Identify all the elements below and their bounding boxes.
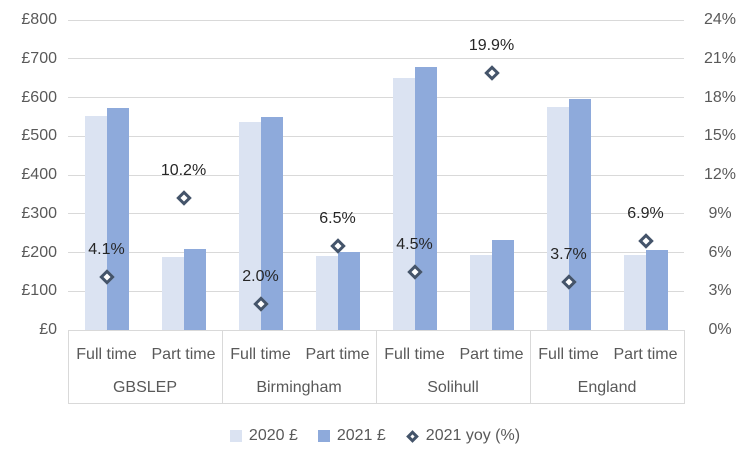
yoy-data-label: 4.5% [396,235,433,253]
secondary-axis-tick-label: 12% [703,166,737,183]
group-label: Solihull [427,379,479,396]
gridline [68,174,684,176]
bar-2020 [238,121,261,330]
subcategory-label: Part time [305,346,370,363]
subcategory-label: Full time [230,346,291,363]
gridline [68,19,684,21]
secondary-axis-tick-label: 9% [708,204,732,222]
y-axis-tick-label: £100 [21,282,57,300]
subcategory-label: Part time [459,346,524,363]
legend-swatch-2020-icon [229,430,242,442]
y-axis-tick-label: £200 [21,243,57,261]
secondary-axis-tick-label: 24% [703,11,737,28]
bar-2021 [260,117,283,330]
yoy-data-label: 10.2% [160,162,207,180]
legend-swatch-yoy-diamond-icon [405,429,419,443]
bar-2021 [645,249,668,330]
category-divider [376,330,377,403]
gridline [68,97,684,98]
legend-label-2021: 2021 £ [336,427,386,444]
yoy-marker-diamond-icon [637,233,654,249]
legend: 2020 £ 2021 £ 2021 yoy (%) [0,426,750,446]
category-divider [530,330,531,403]
y-axis-tick-label: £800 [21,11,57,28]
y-axis-tick-label: £500 [21,127,57,145]
bar-2021 [568,98,591,330]
subcategory-label: Full time [76,346,137,363]
legend-item-yoy: 2021 yoy (%) [405,427,521,445]
yoy-data-label: 4.1% [88,241,125,259]
subcategory-label: Full time [538,346,599,363]
category-divider [684,330,685,403]
bar-2021 [491,240,514,330]
gridline [68,135,684,137]
secondary-axis-tick-label: 21% [703,49,737,67]
y-axis-tick-label: £300 [21,204,57,222]
yoy-data-label: 19.9% [468,36,515,54]
y-axis-tick-label: £400 [21,166,57,183]
bar-2020 [84,116,107,330]
bar-2020 [546,106,569,330]
gridline [68,290,684,292]
yoy-data-label: 6.5% [319,210,356,228]
bar-2021 [183,249,206,330]
y-axis-tick-label: £600 [21,88,57,106]
legend-label-2020: 2020 £ [248,427,298,444]
bar-2020 [392,78,415,330]
gridline [68,252,684,253]
legend-item-2021: 2021 £ [317,427,386,445]
bar-2021 [337,251,360,330]
bar-2020 [469,254,492,330]
yoy-data-label: 2.0% [242,268,279,286]
group-label: GBSLEP [112,379,178,396]
bar-2021 [414,66,437,330]
y-axis-tick-label: £0 [39,321,57,338]
group-label: Birmingham [256,379,342,396]
legend-item-2020: 2020 £ [229,427,298,445]
secondary-axis-tick-label: 0% [708,321,732,338]
yoy-data-label: 3.7% [550,246,587,264]
category-divider [222,330,223,403]
legend-swatch-2021-icon [317,430,330,442]
secondary-axis-tick-label: 3% [708,282,732,300]
bar-2020 [623,254,646,330]
category-axis-border [68,403,685,404]
gridline [68,58,684,60]
category-divider [68,330,69,403]
subcategory-label: Full time [384,346,445,363]
y-axis-tick-label: £700 [21,49,57,67]
yoy-marker-diamond-icon [175,190,192,207]
bar-2021 [106,107,129,330]
secondary-axis-tick-label: 18% [703,88,737,106]
yoy-marker-diamond-icon [483,65,500,81]
legend-label-yoy: 2021 yoy (%) [425,427,521,444]
gridline [68,213,684,215]
yoy-data-label: 6.9% [627,204,664,222]
bar-2020 [161,256,184,330]
group-label: England [577,379,637,396]
secondary-axis-tick-label: 6% [708,243,732,261]
bar-2020 [315,256,338,330]
subcategory-label: Part time [151,346,216,363]
subcategory-label: Part time [613,346,678,363]
secondary-axis-tick-label: 15% [703,127,737,145]
